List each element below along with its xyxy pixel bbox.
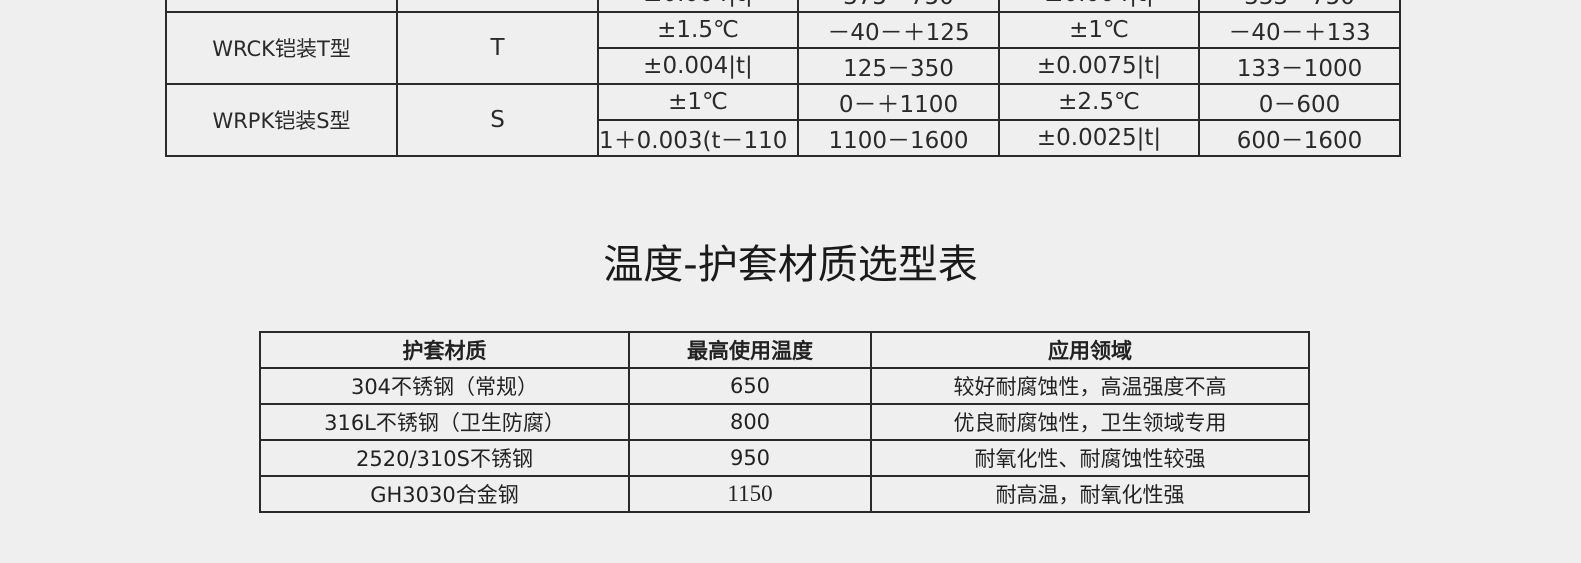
table-cell: ±1℃ (998, 11, 1200, 49)
table-cell: 316L不锈钢（卫生防腐） (259, 403, 630, 441)
table-cell: ±2.5℃ (998, 83, 1200, 121)
table-cell: ±1℃ (597, 83, 799, 121)
table-row: WRCK铠装T型 T ±1.5℃ －40－＋125 ±1℃ －40－＋133 (165, 11, 1401, 85)
table-row: WRPK铠装S型 S ±1℃ 0－＋1100 ±2.5℃ 0－600 (165, 83, 1401, 157)
table-cell: 800 (628, 403, 872, 441)
table-cell: 600－1600 (1198, 119, 1401, 157)
table-cell: －40－＋125 (797, 11, 1000, 49)
table-cell (396, 0, 599, 12)
table-cell: ±0.0025|t| (998, 119, 1200, 157)
model-cell: WRCK铠装T型 (165, 11, 398, 85)
table-cell: ±1.5℃ (597, 11, 799, 49)
column-header: 护套材质 (259, 331, 630, 369)
table-row: 1＋0.003(t－110 1100－1600 ±0.0025|t| 600－1… (166, 119, 1401, 157)
table-cell: 950 (628, 439, 872, 477)
table-cell (165, 0, 398, 12)
code-cell: S (396, 83, 599, 157)
table-cell: 2520/310S不锈钢 (259, 439, 630, 477)
table-cell: 125－350 (797, 47, 1000, 85)
table-cell: GH3030合金钢 (259, 475, 630, 513)
table-row: ±0.004|t| 375－750 ±0.004|t| 333－750 (165, 0, 1401, 13)
table-cell: 1100－1600 (797, 119, 1000, 157)
table-row: ±0.004|t| 125－350 ±0.0075|t| 133－1000 (166, 47, 1401, 85)
table-row: 304不锈钢（常规） 650 较好耐腐蚀性，高温强度不高 (259, 367, 1310, 405)
table-cell: 1＋0.003(t－110 (597, 119, 799, 157)
table-cell: ±0.004|t| (998, 0, 1200, 13)
column-header: 应用领域 (870, 331, 1310, 369)
code-cell: T (396, 11, 599, 85)
table-cell: 650 (628, 367, 872, 405)
table-row: 316L不锈钢（卫生防腐） 800 优良耐腐蚀性，卫生领域专用 (259, 403, 1310, 441)
column-header: 最高使用温度 (628, 331, 872, 369)
table-cell: 耐高温，耐氧化性强 (870, 475, 1310, 513)
model-cell: WRPK铠装S型 (165, 83, 398, 157)
table-row: 2520/310S不锈钢 950 耐氧化性、耐腐蚀性较强 (259, 439, 1310, 477)
table-cell: ±0.0075|t| (998, 47, 1200, 85)
table-cell: ±0.004|t| (597, 0, 799, 13)
table-cell: －40－＋133 (1198, 11, 1401, 49)
table-cell: 1150 (628, 475, 872, 513)
thermocouple-spec-table: ±0.004|t| 375－750 ±0.004|t| 333－750 WRCK… (165, 0, 1401, 157)
table-cell: 耐氧化性、耐腐蚀性较强 (870, 439, 1310, 477)
table-cell: 0－＋1100 (797, 83, 1000, 121)
table-cell: 较好耐腐蚀性，高温强度不高 (870, 367, 1310, 405)
table-cell: 333－750 (1198, 0, 1401, 13)
table-cell: 0－600 (1198, 83, 1401, 121)
sheath-material-table: 护套材质 最高使用温度 应用领域 304不锈钢（常规） 650 较好耐腐蚀性，高… (259, 331, 1310, 513)
section-title: 温度-护套材质选型表 (603, 242, 978, 288)
table-row: GH3030合金钢 1150 耐高温，耐氧化性强 (259, 475, 1310, 513)
table-header-row: 护套材质 最高使用温度 应用领域 (259, 331, 1310, 369)
table-cell: 375－750 (797, 0, 1000, 13)
table-cell: 优良耐腐蚀性，卫生领域专用 (870, 403, 1310, 441)
table-cell: 304不锈钢（常规） (259, 367, 630, 405)
table-cell: 133－1000 (1198, 47, 1401, 85)
table-cell: ±0.004|t| (597, 47, 799, 85)
